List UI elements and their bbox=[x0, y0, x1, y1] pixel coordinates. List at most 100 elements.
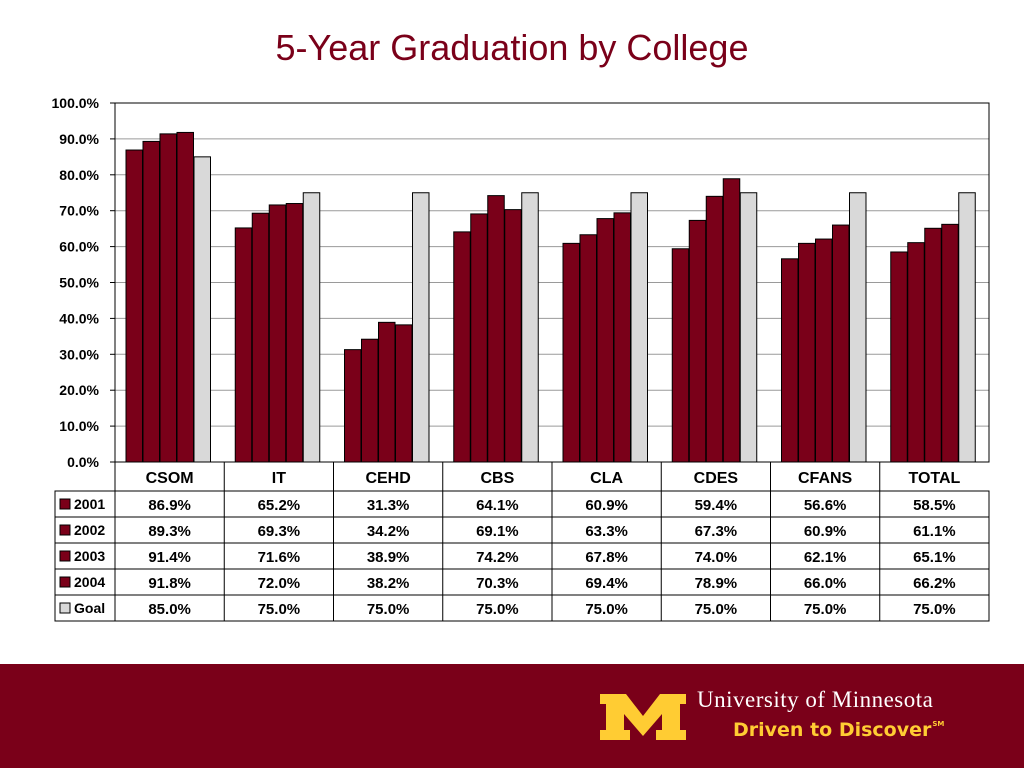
data-table-border bbox=[54, 490, 990, 622]
bar-goal-cla bbox=[630, 192, 648, 463]
bar-2001-it bbox=[234, 227, 253, 463]
y-tick-label: 100.0% bbox=[52, 95, 100, 111]
data-table-cell: 69.1% bbox=[476, 523, 519, 540]
bar-2002-cfans bbox=[798, 242, 816, 463]
bar-chart: 0.0% 10.0% 20.0% 30.0% 40.0% 50.0% 60.0% 70.0% 8… bbox=[52, 95, 990, 622]
bar-2002-total bbox=[907, 242, 925, 463]
footer-band bbox=[0, 664, 1024, 768]
data-table-cell: 86.9% bbox=[148, 497, 191, 514]
bar-2002-csom bbox=[142, 140, 160, 463]
y-tick-label: 20.0% bbox=[59, 382, 99, 398]
university-name: University of Minnesota bbox=[697, 687, 934, 712]
data-table-cell: 63.3% bbox=[585, 523, 628, 540]
y-tick-label: 30.0% bbox=[59, 346, 99, 362]
y-tick-label: 70.0% bbox=[59, 203, 99, 219]
y-tick-label: 80.0% bbox=[59, 167, 99, 183]
bar-2002-it bbox=[251, 212, 270, 463]
bar-goal-cbs bbox=[521, 192, 539, 463]
bar-goal-csom bbox=[193, 156, 211, 463]
data-table-cell: 38.2% bbox=[367, 575, 410, 592]
data-table-cell: 69.4% bbox=[585, 575, 628, 592]
bar-2004-cfans bbox=[832, 224, 850, 463]
bar-goal-total bbox=[958, 192, 976, 463]
bar-2001-cehd bbox=[344, 349, 362, 463]
bar-2003-cla bbox=[596, 218, 614, 463]
x-category-label: CFANS bbox=[798, 470, 853, 487]
data-table-cell: 60.9% bbox=[585, 497, 628, 514]
x-category-label: CLA bbox=[590, 470, 623, 487]
x-category-label: CSOM bbox=[146, 470, 194, 487]
y-tick-label: 50.0% bbox=[59, 275, 99, 291]
bar-goal-cfans bbox=[849, 192, 867, 463]
legend-label: 2002 bbox=[74, 522, 105, 538]
data-table-cell: 72.0% bbox=[258, 575, 301, 592]
x-category-label: CBS bbox=[480, 470, 514, 487]
bar-2004-cdes bbox=[722, 178, 741, 463]
bar-2001-cfans bbox=[781, 258, 799, 463]
data-table-cell: 75.0% bbox=[585, 601, 628, 618]
tagline-text: Driven to Discover bbox=[733, 719, 932, 741]
data-table-cell: 85.0% bbox=[148, 601, 191, 618]
bar-2001-cbs bbox=[453, 231, 471, 463]
bar-2002-cla bbox=[579, 234, 597, 463]
bar-2003-cdes bbox=[705, 195, 724, 463]
bar-2003-total bbox=[924, 227, 942, 463]
data-table-cell: 89.3% bbox=[148, 523, 191, 540]
data-table-cell: 34.2% bbox=[367, 523, 410, 540]
data-table-cell: 65.1% bbox=[913, 549, 956, 566]
y-tick-label: 40.0% bbox=[59, 310, 99, 326]
bar-2001-cdes bbox=[671, 248, 690, 463]
data-table-cell: 38.9% bbox=[367, 549, 410, 566]
data-table-cell: 66.2% bbox=[913, 575, 956, 592]
y-tick-label: 0.0% bbox=[67, 454, 99, 470]
legend-label: 2003 bbox=[74, 548, 105, 564]
tagline: Driven to DiscoverSM bbox=[733, 719, 944, 741]
data-table-cell: 75.0% bbox=[367, 601, 410, 618]
bar-2002-cdes bbox=[688, 219, 707, 463]
legend-key-2002 bbox=[59, 524, 71, 536]
data-table-cell: 75.0% bbox=[258, 601, 301, 618]
bar-goal-cehd bbox=[412, 192, 430, 463]
data-table-cell: 75.0% bbox=[695, 601, 738, 618]
data-table-cell: 66.0% bbox=[804, 575, 847, 592]
bar-2002-cbs bbox=[470, 213, 488, 463]
y-tick-label: 10.0% bbox=[59, 418, 99, 434]
bar-2001-cla bbox=[562, 242, 580, 463]
bar-goal-it bbox=[302, 192, 321, 463]
x-category-label: CDES bbox=[694, 470, 739, 487]
data-table-cell: 71.6% bbox=[258, 549, 301, 566]
data-table-cell: 67.8% bbox=[585, 549, 628, 566]
legend-key-2003 bbox=[59, 550, 71, 562]
bar-goal-cdes bbox=[739, 192, 758, 463]
page-title: 5-Year Graduation by College bbox=[275, 27, 749, 68]
data-table-cell: 31.3% bbox=[367, 497, 410, 514]
data-table-cell: 58.5% bbox=[913, 497, 956, 514]
data-table-cell: 56.6% bbox=[804, 497, 847, 514]
data-table-cell: 70.3% bbox=[476, 575, 519, 592]
bar-2003-cfans bbox=[815, 238, 833, 463]
bar-2001-csom bbox=[125, 149, 143, 463]
legend-key-goal bbox=[59, 602, 71, 614]
x-category-label: CEHD bbox=[365, 470, 410, 487]
data-table-cell: 60.9% bbox=[804, 523, 847, 540]
data-table-cell: 74.0% bbox=[695, 549, 738, 566]
data-table-cell: 59.4% bbox=[695, 497, 738, 514]
y-tick-label: 60.0% bbox=[59, 239, 99, 255]
data-table-cell: 61.1% bbox=[913, 523, 956, 540]
service-mark: SM bbox=[932, 720, 945, 728]
bar-2003-cbs bbox=[487, 195, 505, 463]
bar-2001-total bbox=[890, 251, 908, 463]
x-category-label: TOTAL bbox=[908, 470, 960, 487]
data-table-cell: 65.2% bbox=[258, 497, 301, 514]
data-table-cell: 75.0% bbox=[804, 601, 847, 618]
legend-label: Goal bbox=[74, 600, 105, 616]
legend-key-2001 bbox=[59, 498, 71, 510]
bar-2002-cehd bbox=[361, 338, 379, 463]
data-table-cell: 91.8% bbox=[148, 575, 191, 592]
bar-2003-csom bbox=[159, 133, 177, 463]
bar-2003-cehd bbox=[378, 321, 396, 463]
bar-2004-it bbox=[285, 203, 304, 463]
data-table-cell: 62.1% bbox=[804, 549, 847, 566]
legend-label: 2001 bbox=[74, 496, 105, 512]
y-tick-label: 90.0% bbox=[59, 131, 99, 147]
